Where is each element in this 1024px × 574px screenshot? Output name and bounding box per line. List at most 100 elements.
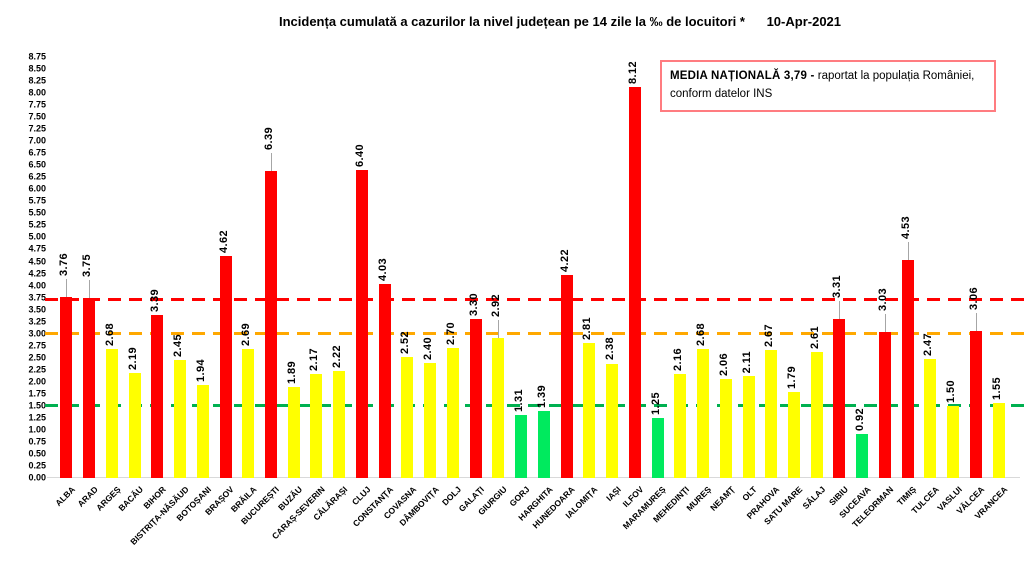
bar (287, 387, 300, 478)
bar-value-label: 3.76 (58, 253, 71, 277)
bar (333, 371, 346, 478)
bar-value-label: 3.30 (467, 293, 480, 317)
annotation-bold-text: MEDIA NAȚIONALĂ 3,79 - (670, 70, 815, 82)
y-tick-label: 4.00 (28, 280, 46, 291)
bar (310, 373, 323, 478)
y-tick-label: 2.50 (28, 352, 46, 363)
bar-value-label: 3.31 (831, 274, 844, 298)
bar-value-label: 3.75 (81, 253, 94, 277)
bar (765, 349, 778, 478)
bar-value-label: 2.19 (126, 346, 139, 370)
bar (105, 349, 118, 478)
bar (787, 391, 800, 478)
bar (401, 356, 414, 478)
bar (242, 348, 255, 478)
plot-area: 3.76 3.75 2.68 2.19 3.39 2.45 1.94 4.62 2.69 6.39… (45, 57, 1024, 478)
y-tick-label: 0.50 (28, 448, 46, 459)
y-tick-label: 8.50 (28, 63, 46, 74)
bar (60, 297, 73, 478)
y-tick-label: 3.00 (28, 328, 46, 339)
bar-value-label: 1.50 (945, 379, 958, 403)
bar (583, 342, 596, 478)
bar-value-label: 2.17 (308, 347, 321, 371)
bar-value-label: 2.52 (399, 330, 412, 354)
bar (878, 332, 891, 478)
annotation-normal-text: raportat la populația României, conform … (670, 70, 975, 100)
y-tick-label: 0.25 (28, 460, 46, 471)
bar (947, 405, 960, 478)
y-axis: 0.00 0.25 0.50 0.75 1.00 1.25 1.50 1.75 2.00 2.25… (0, 52, 46, 482)
value-label-leader-line (839, 300, 841, 319)
y-tick-label: 8.75 (28, 51, 46, 62)
bar (901, 260, 914, 478)
bar-value-label: 2.68 (103, 323, 116, 347)
bar (128, 372, 141, 478)
y-tick-label: 7.50 (28, 111, 46, 122)
national-average-line (45, 298, 1024, 302)
bar-value-label: 2.68 (695, 323, 708, 347)
bar-value-label: 2.45 (172, 334, 185, 358)
value-label-leader-line (89, 279, 91, 298)
bar (742, 376, 755, 478)
y-tick-label: 5.75 (28, 195, 46, 206)
x-tick-label: IAȘI (603, 484, 623, 504)
y-tick-label: 1.00 (28, 424, 46, 435)
y-tick-label: 7.00 (28, 135, 46, 146)
green-threshold-line (45, 404, 1024, 408)
bar-value-label: 1.94 (194, 358, 207, 382)
bar-value-label: 3.06 (967, 286, 980, 310)
y-tick-label: 8.00 (28, 87, 46, 98)
bar-value-label: 2.22 (331, 345, 344, 369)
bar (697, 349, 710, 478)
x-tick-label: SĂLAJ (800, 484, 828, 512)
bar (992, 403, 1005, 478)
x-tick-label: NEAMȚ (707, 484, 737, 513)
bar-value-label: 2.11 (740, 351, 753, 374)
y-tick-label: 6.50 (28, 159, 46, 170)
y-tick-label: 8.25 (28, 75, 46, 86)
bar (969, 330, 982, 478)
y-tick-label: 3.50 (28, 304, 46, 315)
bar (628, 87, 641, 478)
y-tick-label: 4.50 (28, 256, 46, 266)
national-average-annotation-box: MEDIA NAȚIONALĂ 3,79 - raportat la popul… (660, 60, 996, 112)
bar (810, 352, 823, 478)
bar (378, 284, 391, 478)
bar-value-label: 2.40 (422, 336, 435, 360)
y-tick-label: 1.50 (28, 400, 46, 411)
bar-value-label: 4.03 (376, 258, 389, 282)
value-label-leader-line (498, 319, 500, 338)
bar (196, 384, 209, 478)
bar-value-label: 4.62 (217, 229, 230, 253)
value-label-leader-line (975, 312, 977, 331)
value-label-leader-line (884, 314, 886, 333)
bar (424, 362, 437, 478)
y-tick-label: 2.75 (28, 340, 46, 351)
bar (492, 337, 505, 478)
bar (515, 414, 528, 478)
bar-value-label: 8.12 (626, 61, 639, 85)
bar-value-label: 2.81 (581, 316, 594, 340)
bar-value-label: 1.79 (785, 365, 798, 389)
y-tick-label: 0.75 (28, 436, 46, 447)
bar (537, 411, 550, 478)
bar (219, 255, 232, 478)
x-tick-label: ALBA (52, 484, 77, 509)
y-tick-label: 6.25 (28, 171, 46, 182)
y-tick-label: 5.00 (28, 231, 46, 242)
y-tick-label: 4.25 (28, 268, 46, 279)
bar-value-label: 2.92 (490, 293, 503, 317)
bar-value-label: 0.92 (854, 407, 867, 431)
bar-value-label: 4.53 (899, 216, 912, 240)
bar (674, 374, 687, 478)
y-tick-label: 7.25 (28, 123, 46, 134)
bar (856, 433, 869, 478)
bar-value-label: 6.40 (353, 144, 366, 168)
bar-value-label: 2.70 (444, 322, 457, 346)
bar (265, 170, 277, 478)
value-label-leader-line (271, 152, 272, 171)
orange-threshold-line (45, 332, 1024, 336)
chart-title-text: Incidența cumulată a cazurilor la nivel … (278, 14, 745, 29)
chart-title: Incidența cumulată a cazurilor la nivel … (48, 14, 1024, 29)
